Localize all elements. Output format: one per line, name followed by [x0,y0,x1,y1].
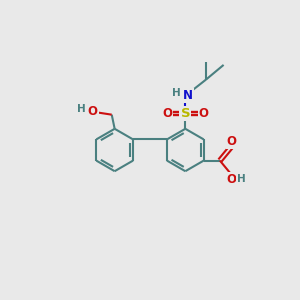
Text: S: S [181,107,190,120]
Text: N: N [183,89,193,102]
Text: O: O [162,107,172,120]
Text: H: H [237,174,246,184]
Text: H: H [172,88,181,98]
Text: H: H [77,104,86,114]
Text: O: O [88,105,98,118]
Text: O: O [199,107,208,120]
Text: O: O [227,135,237,148]
Text: O: O [226,172,236,186]
